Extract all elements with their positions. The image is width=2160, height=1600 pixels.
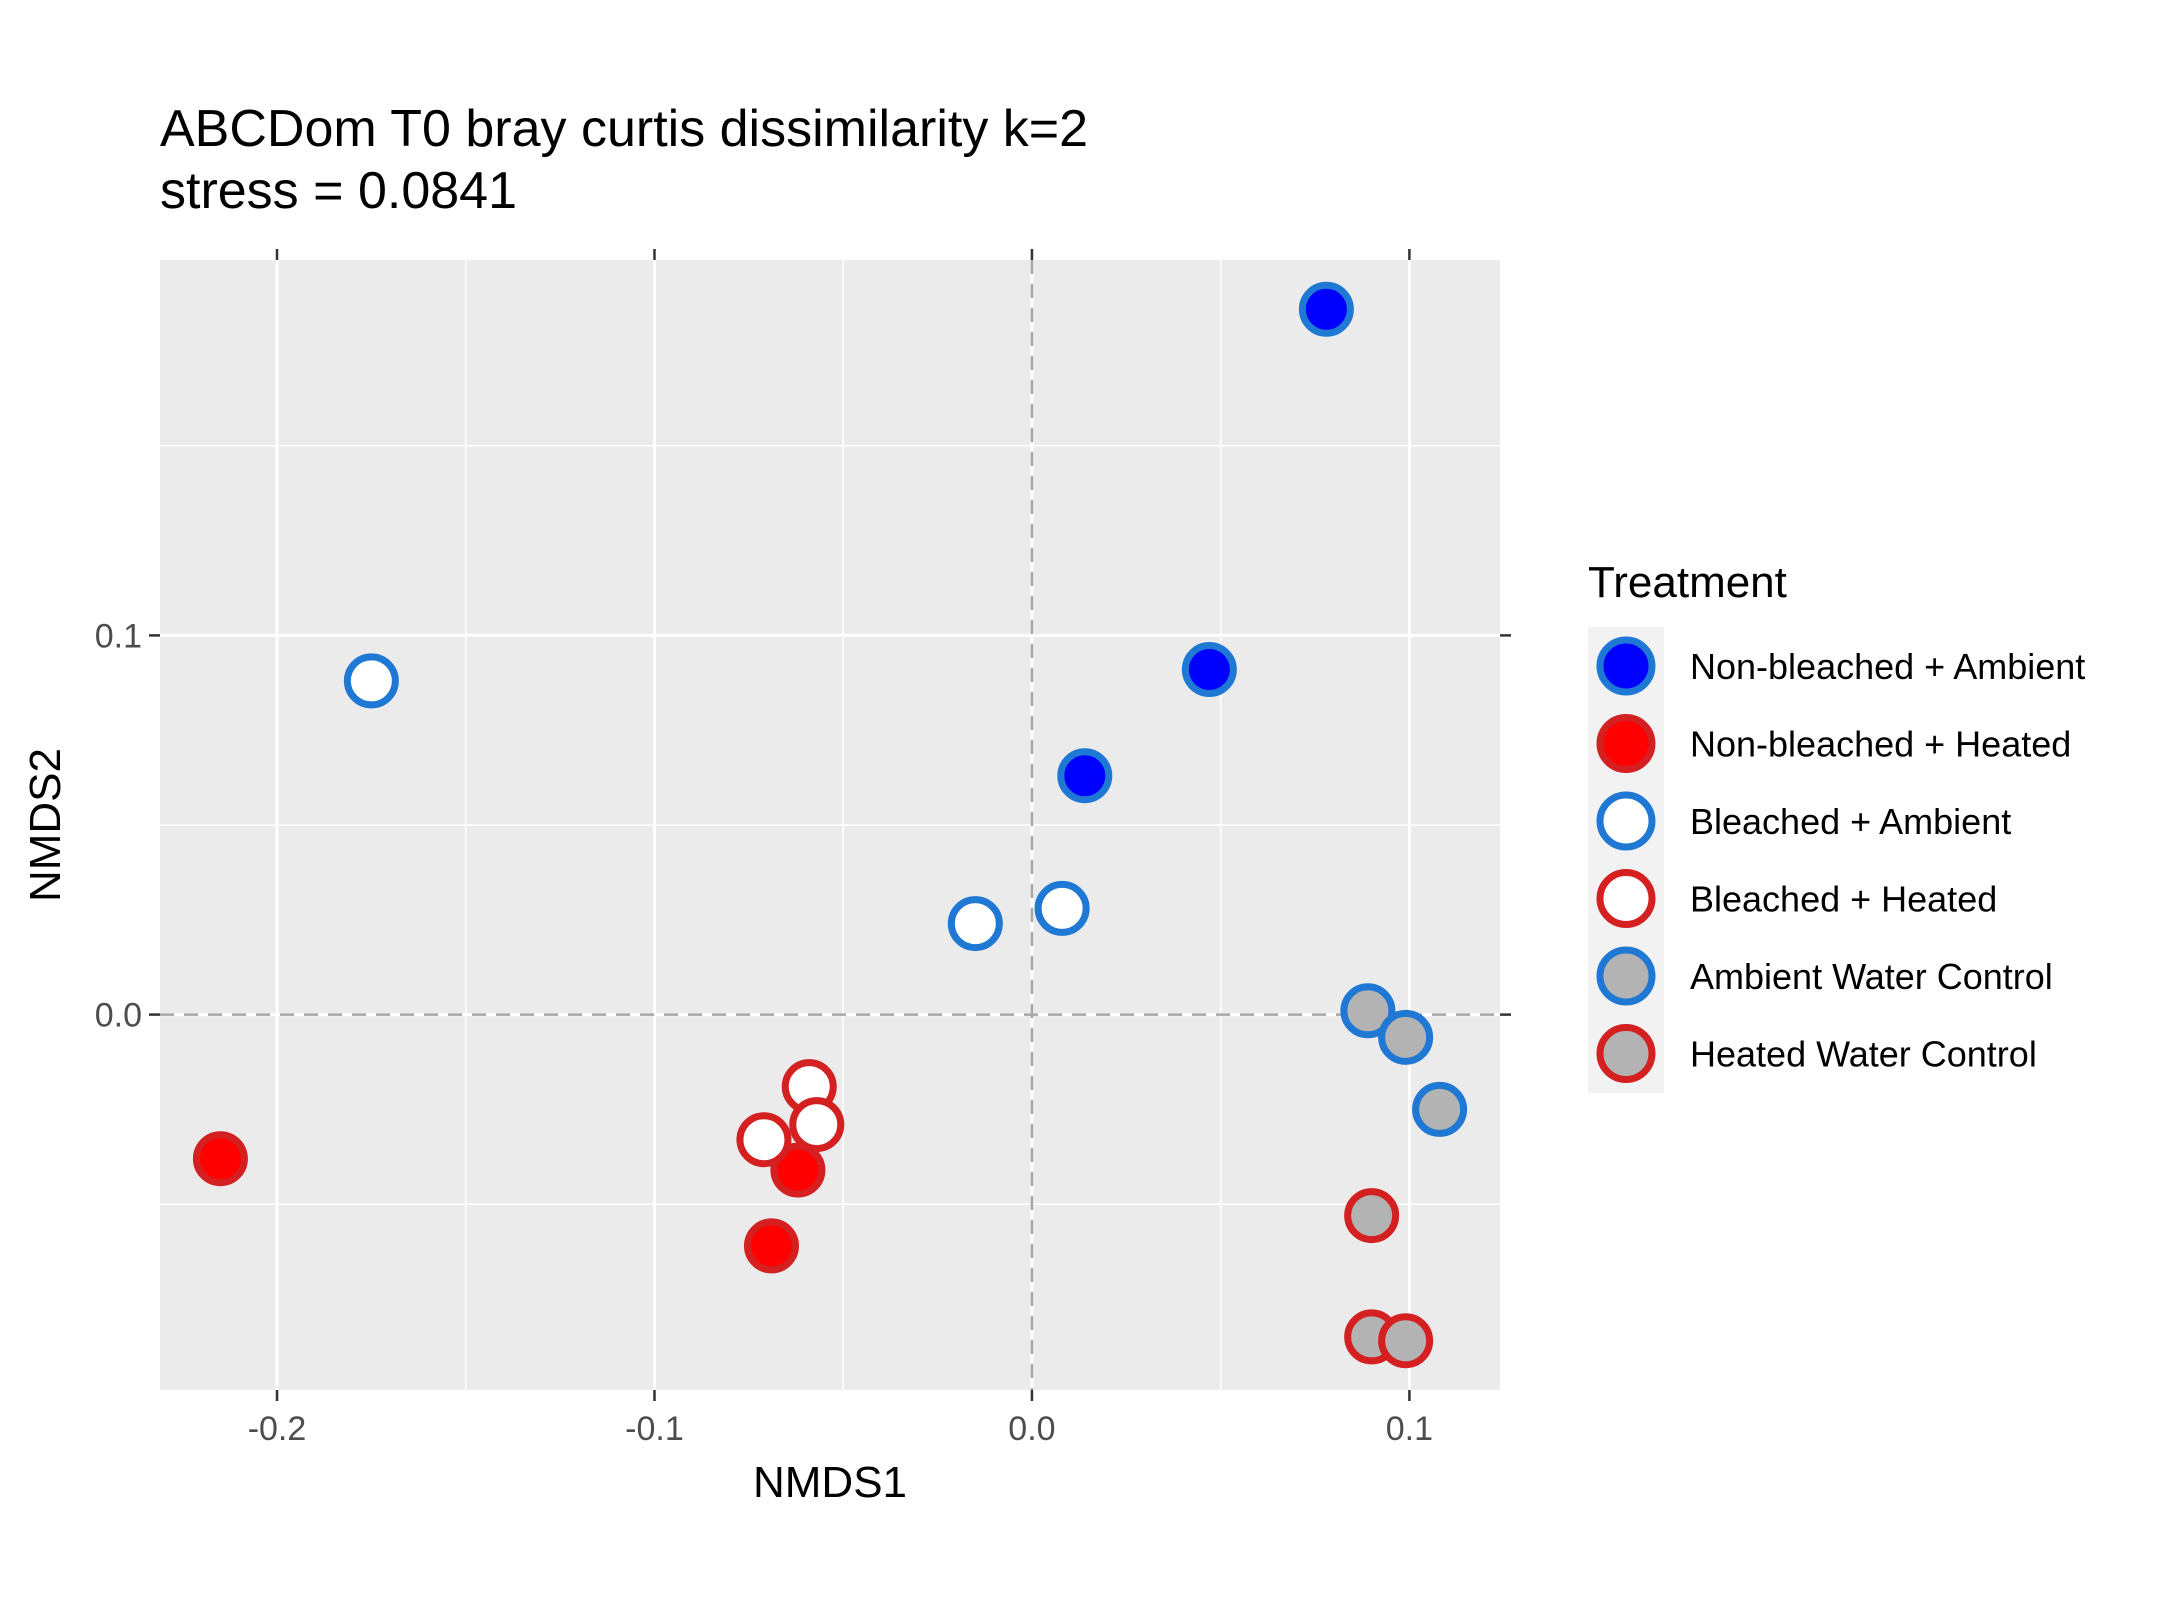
x-tick-label: -0.2 — [248, 1410, 307, 1448]
axis-ticks: -0.2 -0.1 0.0 0.1 0.0 0.1 — [95, 249, 1511, 1448]
legend-key-0 — [1596, 636, 1656, 696]
legend-key-1 — [1596, 714, 1656, 773]
legend-title: Treatment — [1588, 558, 1787, 607]
data-point-series-5 — [1378, 1313, 1434, 1369]
x-axis-label: NMDS1 — [753, 1458, 907, 1507]
x-tick-label: -0.1 — [625, 1410, 684, 1448]
chart-title: ABCDom T0 bray curtis dissimilarity k=2 — [160, 100, 1088, 158]
legend-label-2: Bleached + Ambient — [1690, 801, 2011, 842]
data-point-series-1 — [192, 1131, 248, 1187]
legend-label-5: Heated Water Control — [1690, 1034, 2037, 1075]
legend-label-3: Bleached + Heated — [1690, 879, 1997, 920]
y-tick-label: 0.1 — [95, 617, 142, 655]
data-point-series-2 — [947, 896, 1003, 952]
data-point-series-1 — [770, 1142, 826, 1198]
data-point-series-3 — [789, 1097, 845, 1153]
data-point-series-2 — [1034, 880, 1090, 936]
minor-gridlines — [160, 260, 1500, 1390]
legend-label-1: Non-bleached + Heated — [1690, 724, 2071, 765]
legend-key-3 — [1596, 869, 1656, 928]
legend-key-4 — [1596, 946, 1656, 1006]
data-point-series-2 — [343, 653, 399, 709]
chart-subtitle: stress = 0.0841 — [160, 162, 517, 220]
data-point-series-4 — [1412, 1081, 1468, 1137]
x-tick-label: 0.1 — [1386, 1410, 1433, 1448]
legend-label-0: Non-bleached + Ambient — [1690, 646, 2085, 687]
data-point-series-4 — [1378, 1009, 1434, 1065]
data-point-series-1 — [743, 1218, 799, 1274]
data-point-series-0 — [1181, 642, 1237, 698]
data-point-series-0 — [1298, 281, 1354, 337]
legend-label-4: Ambient Water Control — [1690, 956, 2053, 997]
y-tick-label: 0.0 — [95, 997, 142, 1035]
y-axis-label: NMDS2 — [21, 748, 70, 902]
data-points — [192, 281, 1468, 1369]
legend: Treatment Non-bleached + AmbientNon-blea… — [1588, 558, 2085, 1093]
data-point-series-3 — [736, 1112, 792, 1168]
legend-key-2 — [1596, 791, 1656, 851]
data-point-series-4 — [1340, 983, 1396, 1039]
data-point-series-5 — [1344, 1188, 1400, 1244]
zero-reference-lines — [160, 260, 1500, 1390]
x-tick-label: 0.0 — [1008, 1410, 1055, 1448]
data-point-series-0 — [1057, 748, 1113, 804]
legend-items: Non-bleached + Ambient Non-bleached + Hea… — [1596, 636, 2085, 1083]
legend-key-background — [1588, 627, 1664, 1093]
legend-key-5 — [1596, 1024, 1656, 1083]
